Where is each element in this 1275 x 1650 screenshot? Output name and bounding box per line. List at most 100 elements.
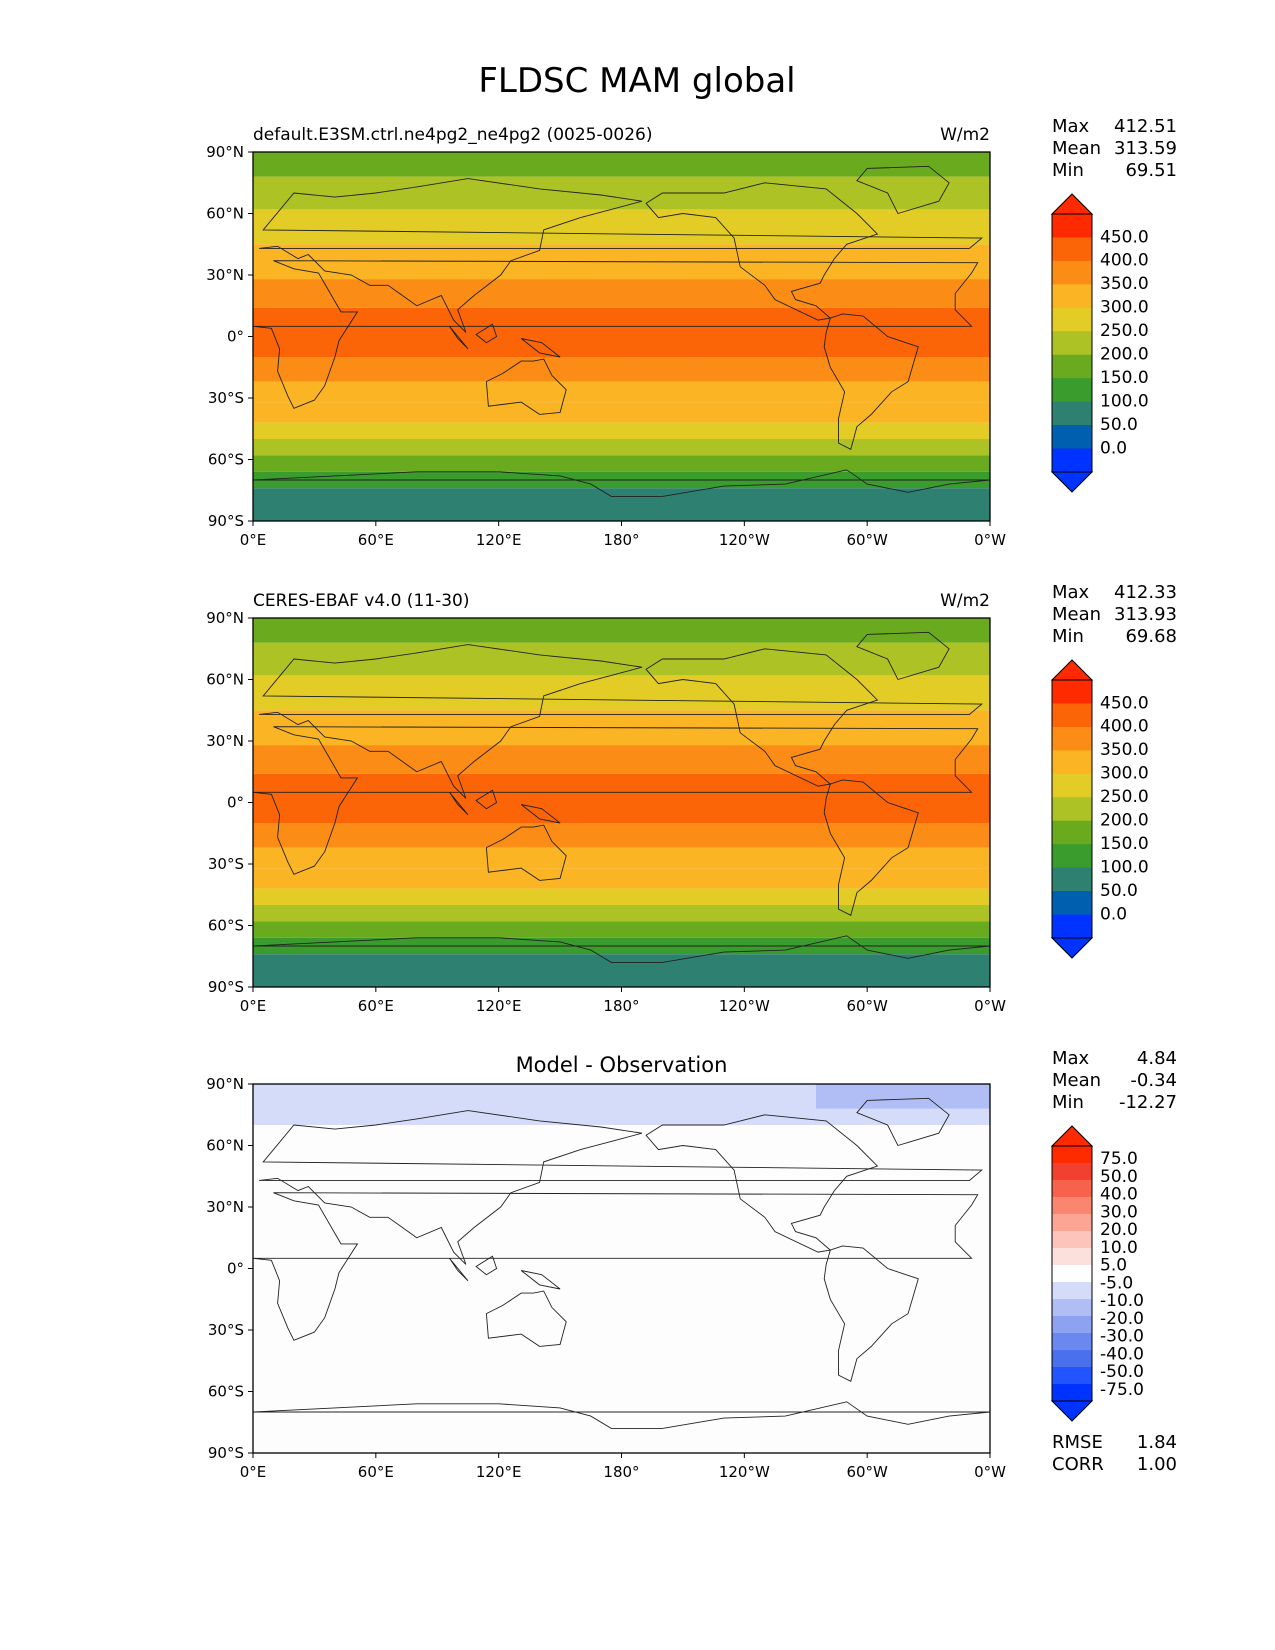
stat-value: -0.34 [1130, 1070, 1177, 1091]
colorbar-tick-label: 50.0 [1100, 415, 1138, 435]
contour-field [253, 1084, 990, 1453]
colorbar-tick-label: -5.0 [1100, 1273, 1133, 1293]
colorbar-tick-label: 250.0 [1100, 787, 1149, 807]
x-tick-label: 0°W [974, 1463, 1006, 1481]
colorbar-tick-label: 100.0 [1100, 391, 1149, 411]
panel-left-title: CERES-EBAF v4.0 (11-30) [253, 591, 469, 611]
coastlines [253, 165, 990, 497]
y-tick-label: 30°S [208, 855, 244, 873]
panel-center-title: Model - Observation [516, 1053, 728, 1077]
colorbar-tick-label: 250.0 [1100, 321, 1149, 341]
x-tick-label: 120°W [719, 531, 770, 549]
y-tick-label: 60°S [208, 917, 244, 935]
panel-left-title: default.E3SM.ctrl.ne4pg2_ne4pg2 (0025-00… [253, 125, 653, 145]
x-tick-label: 120°W [719, 1463, 770, 1481]
y-tick-label: 60°N [206, 205, 244, 223]
colorbar-tick-label: 50.0 [1100, 881, 1138, 901]
colorbar-tick-label: 200.0 [1100, 345, 1149, 365]
y-tick-label: 90°N [206, 1075, 244, 1093]
x-tick-label: 0°E [240, 531, 267, 549]
x-tick-label: 120°E [476, 531, 522, 549]
stat-value: 1.84 [1137, 1432, 1177, 1453]
contour-field [253, 152, 990, 521]
y-tick-label: 30°N [206, 732, 244, 750]
stats-block: Max 412.33 Mean 313.93 Min 69.68 [1052, 582, 1177, 647]
colorbar-tick-label: 400.0 [1100, 251, 1149, 271]
stat-value: 1.00 [1137, 1454, 1177, 1475]
y-tick-label: 60°N [206, 1137, 244, 1155]
stat-label: Max [1052, 582, 1090, 603]
colorbar: 450.0 400.0 350.0 300.0 250.0 200.0 150.0 100.0… [1050, 193, 1149, 493]
colorbar-tick-label: 300.0 [1100, 298, 1149, 318]
stat-label: RMSE [1052, 1432, 1103, 1453]
x-tick-label: 120°W [719, 997, 770, 1015]
y-tick-label: 90°N [206, 609, 244, 627]
colorbar-tick-label: 150.0 [1100, 834, 1149, 854]
stat-label: Max [1052, 1048, 1090, 1069]
colorbar-tick-label: -10.0 [1100, 1291, 1144, 1311]
y-tick-label: 0° [227, 1260, 244, 1278]
stat-label: Min [1052, 1092, 1084, 1113]
colorbar-tick-label: 100.0 [1100, 857, 1149, 877]
colorbar-tick-label: -50.0 [1100, 1362, 1144, 1382]
colorbar-tick-label: 40.0 [1100, 1185, 1138, 1205]
colorbar-tick-label: 150.0 [1100, 368, 1149, 388]
panel-units: W/m2 [940, 125, 990, 145]
x-tick-label: 180° [603, 1463, 639, 1481]
y-tick-label: 90°N [206, 143, 244, 161]
colorbar-tick-label: 75.0 [1100, 1149, 1138, 1169]
map-panel: CERES-EBAF v4.0 (11-30) W/m2 0°E 60°E 120°E 1… [206, 591, 1006, 1015]
x-tick-label: 60°W [846, 997, 888, 1015]
colorbar-tick-label: 50.0 [1100, 1167, 1138, 1187]
y-tick-label: 60°S [208, 1383, 244, 1401]
x-tick-label: 120°E [476, 1463, 522, 1481]
colorbar-tick-label: 350.0 [1100, 740, 1149, 760]
colorbar-tick-label: 5.0 [1100, 1256, 1127, 1276]
x-tick-label: 0°E [240, 1463, 267, 1481]
panel-units: W/m2 [940, 591, 990, 611]
y-tick-label: 60°N [206, 671, 244, 689]
y-tick-label: 30°S [208, 1321, 244, 1339]
x-tick-label: 0°W [974, 997, 1006, 1015]
stat-value: 313.59 [1114, 138, 1177, 159]
stat-label: Min [1052, 626, 1084, 647]
stat-value: 69.68 [1125, 626, 1177, 647]
x-tick-label: 180° [603, 531, 639, 549]
stat-value: 4.84 [1137, 1048, 1177, 1069]
stats-block: Max 412.51 Mean 313.59 Min 69.51 [1052, 116, 1177, 181]
y-tick-label: 30°N [206, 266, 244, 284]
stat-label: Mean [1052, 1070, 1101, 1091]
colorbar-tick-label: 200.0 [1100, 811, 1149, 831]
colorbar: 75.050.040.030.020.010.05.0-5.0-10.0-20.… [1050, 1125, 1144, 1422]
x-tick-label: 0°E [240, 997, 267, 1015]
colorbar-tick-label: 350.0 [1100, 274, 1149, 294]
x-tick-label: 60°W [846, 531, 888, 549]
colorbar-tick-label: 10.0 [1100, 1238, 1138, 1258]
x-tick-label: 60°E [358, 1463, 394, 1481]
x-tick-label: 180° [603, 997, 639, 1015]
colorbar-tick-label: 400.0 [1100, 717, 1149, 737]
x-tick-label: 60°E [358, 531, 394, 549]
stat-value: -12.27 [1119, 1092, 1177, 1113]
coastlines [253, 1097, 990, 1429]
x-tick-label: 60°W [846, 1463, 888, 1481]
stat-value: 313.93 [1114, 604, 1177, 625]
y-tick-label: 60°S [208, 451, 244, 469]
stat-value: 69.51 [1125, 160, 1177, 181]
stat-label: Mean [1052, 604, 1101, 625]
colorbar-tick-label: 20.0 [1100, 1220, 1138, 1240]
colorbar-tick-label: 0.0 [1100, 904, 1127, 924]
y-tick-label: 90°S [208, 512, 244, 530]
stat-value: 412.33 [1114, 582, 1177, 603]
stat-label: Max [1052, 116, 1090, 137]
colorbar: 450.0 400.0 350.0 300.0 250.0 200.0 150.0 100.0… [1050, 659, 1149, 959]
colorbar-tick-label: 30.0 [1100, 1202, 1138, 1222]
stat-label: Mean [1052, 138, 1101, 159]
stat-value: 412.51 [1114, 116, 1177, 137]
map-panel: Model - Observation 0°E 60°E 120°E 180° 120°W… [206, 1053, 1006, 1481]
colorbar-tick-label: -75.0 [1100, 1380, 1144, 1400]
y-tick-label: 90°S [208, 978, 244, 996]
stats-block: Max 4.84 Mean -0.34 Min -12.27 [1052, 1048, 1177, 1113]
y-tick-label: 30°N [206, 1198, 244, 1216]
